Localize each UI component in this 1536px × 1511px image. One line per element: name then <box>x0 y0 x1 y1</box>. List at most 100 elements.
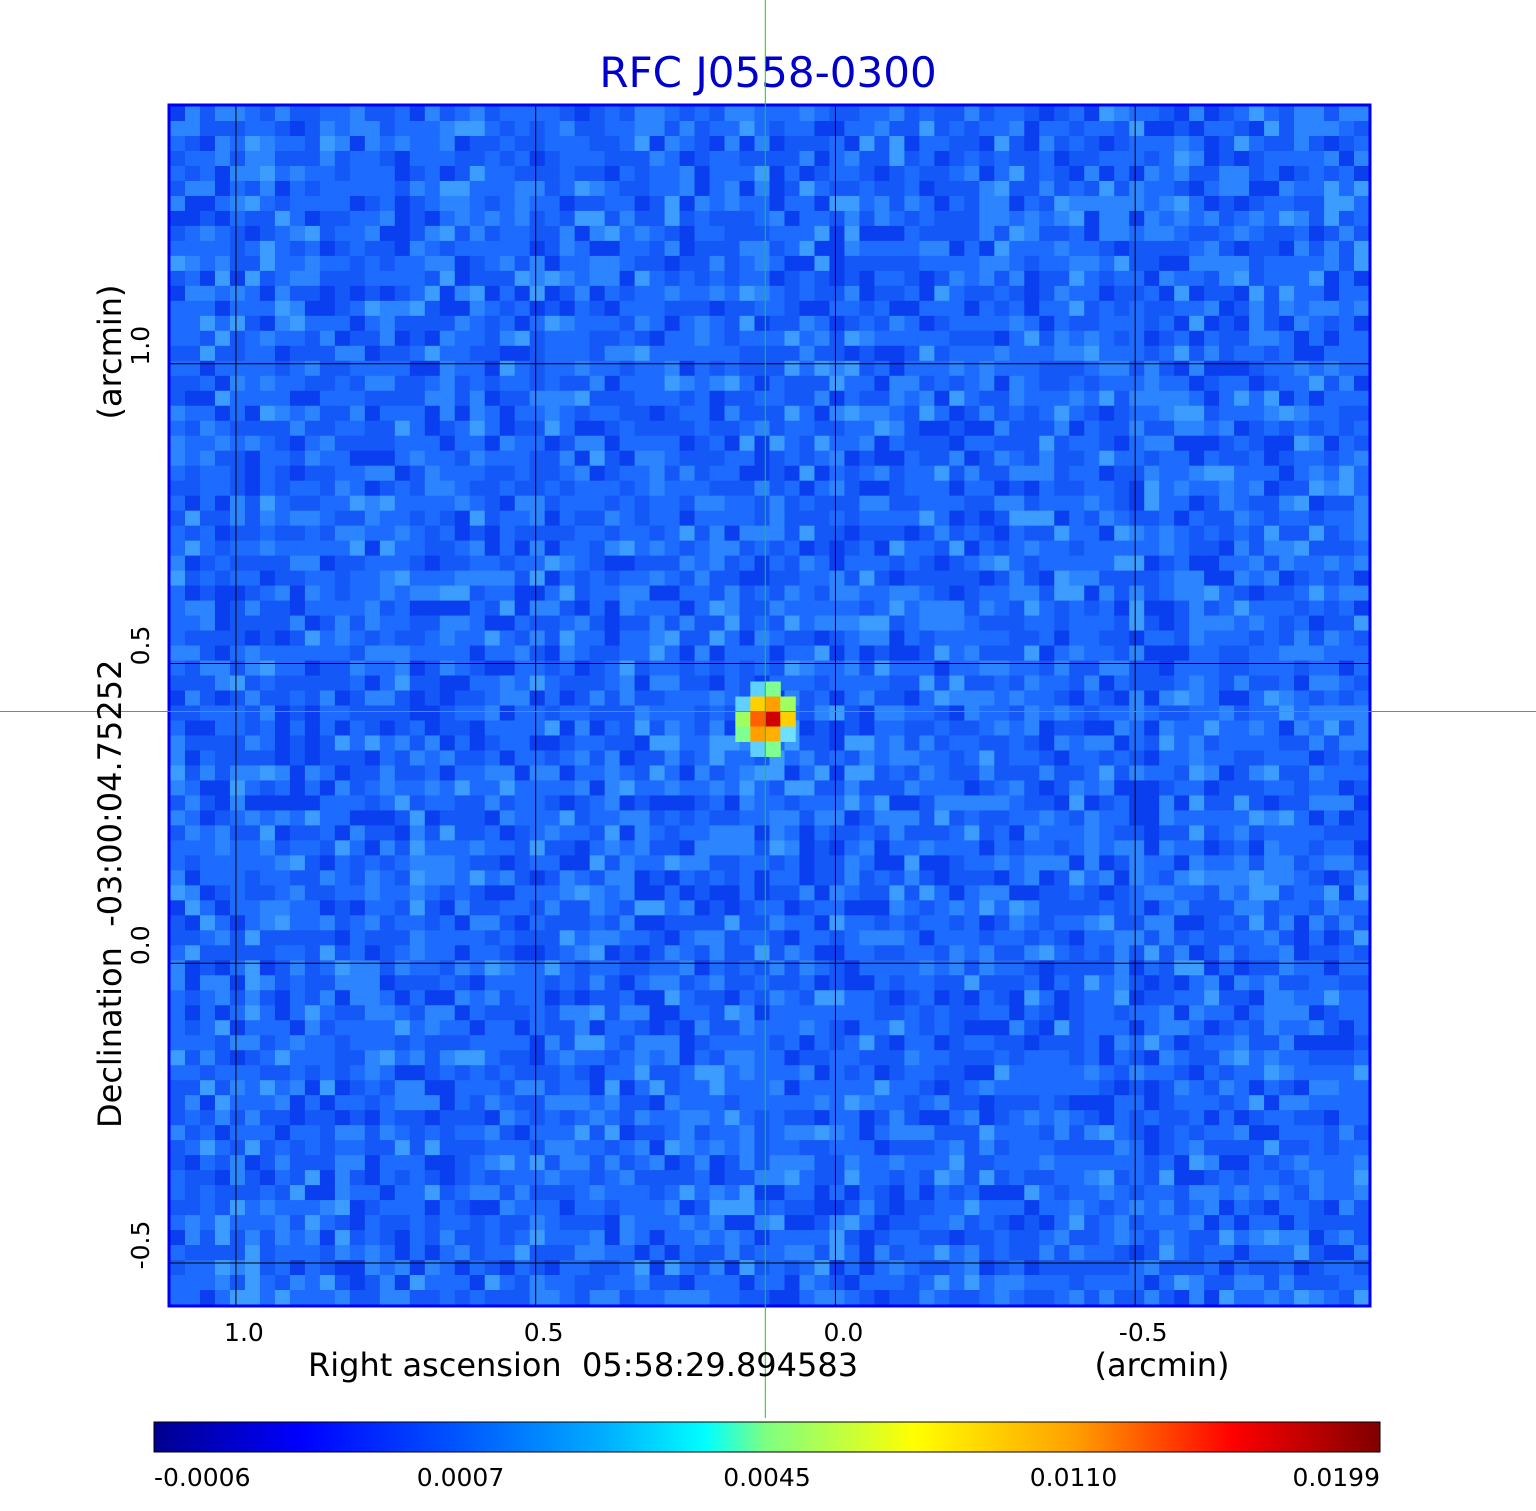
noise-pixel <box>634 975 651 991</box>
noise-pixel <box>904 1215 920 1231</box>
noise-pixel <box>349 1005 366 1021</box>
noise-pixel <box>709 1140 726 1156</box>
noise-pixel <box>694 1275 711 1291</box>
noise-pixel <box>199 1290 216 1305</box>
noise-pixel <box>934 1290 950 1305</box>
noise-pixel <box>679 435 696 452</box>
noise-pixel <box>934 106 950 122</box>
noise-pixel <box>304 615 321 632</box>
noise-pixel <box>679 360 696 377</box>
noise-pixel <box>394 180 411 197</box>
noise-pixel <box>634 405 651 422</box>
noise-pixel <box>769 855 786 871</box>
noise-pixel <box>409 375 426 392</box>
noise-pixel <box>514 945 531 961</box>
noise-pixel <box>334 1095 351 1111</box>
noise-pixel <box>769 660 786 677</box>
noise-pixel <box>304 135 321 152</box>
noise-pixel <box>589 615 606 632</box>
noise-pixel <box>484 300 501 317</box>
noise-pixel <box>514 450 531 467</box>
noise-pixel <box>754 1170 771 1186</box>
noise-pixel <box>814 330 831 347</box>
noise-pixel <box>364 1260 381 1276</box>
noise-pixel <box>229 1005 246 1021</box>
noise-pixel <box>274 600 291 617</box>
noise-pixel <box>739 450 756 467</box>
noise-pixel <box>679 495 696 512</box>
noise-pixel <box>544 1065 561 1081</box>
noise-pixel <box>769 1035 786 1051</box>
noise-pixel <box>199 720 216 737</box>
noise-pixel <box>559 900 576 916</box>
noise-pixel <box>304 765 321 782</box>
noise-pixel <box>754 180 771 197</box>
noise-pixel <box>184 660 201 677</box>
noise-pixel <box>859 420 876 437</box>
noise-pixel <box>679 195 696 212</box>
noise-pixel <box>364 735 381 752</box>
noise-pixel <box>919 870 935 886</box>
noise-pixel <box>244 510 261 527</box>
noise-pixel <box>379 240 396 257</box>
noise-pixel <box>170 780 186 797</box>
noise-pixel <box>679 915 696 931</box>
noise-pixel <box>439 885 456 901</box>
noise-pixel <box>649 1155 666 1171</box>
noise-pixel <box>589 1260 606 1276</box>
noise-pixel <box>769 765 786 782</box>
noise-pixel <box>649 840 666 856</box>
noise-pixel <box>589 135 606 152</box>
noise-pixel <box>874 285 890 302</box>
noise-pixel <box>364 285 381 302</box>
noise-pixel <box>709 1200 726 1216</box>
noise-pixel <box>784 1230 801 1246</box>
noise-pixel <box>439 255 456 272</box>
noise-pixel <box>559 1125 576 1141</box>
noise-pixel <box>829 810 846 826</box>
noise-pixel <box>1054 1110 1070 1126</box>
noise-pixel <box>829 705 846 722</box>
noise-pixel <box>289 825 306 841</box>
noise-pixel <box>469 885 486 901</box>
noise-pixel <box>229 570 246 587</box>
noise-pixel <box>904 1125 920 1141</box>
noise-pixel <box>724 780 741 797</box>
noise-pixel <box>319 780 336 797</box>
noise-pixel <box>664 735 681 752</box>
noise-pixel <box>604 225 621 242</box>
noise-pixel <box>1084 390 1100 407</box>
noise-pixel <box>214 945 231 961</box>
noise-pixel <box>829 735 846 752</box>
noise-pixel <box>784 360 801 377</box>
noise-pixel <box>454 106 471 122</box>
noise-pixel <box>754 1185 771 1201</box>
noise-pixel <box>1024 630 1040 647</box>
noise-pixel <box>289 210 306 227</box>
noise-pixel <box>949 135 965 152</box>
noise-pixel <box>904 765 920 782</box>
noise-pixel <box>334 390 351 407</box>
noise-pixel <box>559 360 576 377</box>
noise-pixel <box>1069 675 1085 692</box>
noise-pixel <box>1084 570 1100 587</box>
noise-pixel <box>574 870 591 886</box>
noise-pixel <box>529 960 546 976</box>
noise-pixel <box>799 106 816 122</box>
noise-pixel <box>604 106 621 122</box>
noise-pixel <box>529 825 546 841</box>
noise-pixel <box>799 570 816 587</box>
noise-pixel <box>1039 315 1055 332</box>
noise-pixel <box>979 840 995 856</box>
noise-pixel <box>964 360 980 377</box>
noise-pixel <box>874 525 890 542</box>
noise-pixel <box>379 1035 396 1051</box>
noise-pixel <box>994 1290 1010 1305</box>
noise-pixel <box>739 1155 756 1171</box>
noise-pixel <box>529 480 546 497</box>
noise-pixel <box>649 165 666 182</box>
noise-pixel <box>994 795 1010 812</box>
noise-pixel <box>814 1095 831 1111</box>
noise-pixel <box>319 570 336 587</box>
noise-pixel <box>994 465 1010 482</box>
